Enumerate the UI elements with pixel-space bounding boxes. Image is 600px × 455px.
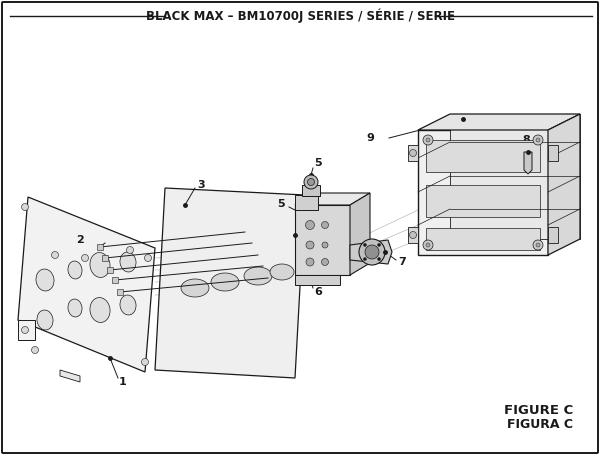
Ellipse shape	[68, 299, 82, 317]
Text: FIGURA C: FIGURA C	[507, 418, 573, 430]
Polygon shape	[60, 370, 80, 382]
Circle shape	[533, 240, 543, 250]
Polygon shape	[302, 185, 320, 196]
Text: 8: 8	[522, 135, 530, 145]
Polygon shape	[155, 188, 305, 378]
Circle shape	[533, 135, 543, 145]
Bar	[426, 185, 540, 217]
Polygon shape	[18, 197, 155, 372]
Bar	[418, 130, 548, 255]
Circle shape	[32, 347, 38, 354]
Ellipse shape	[37, 310, 53, 330]
Circle shape	[322, 258, 329, 266]
Circle shape	[377, 258, 380, 261]
Bar	[426, 140, 540, 172]
Polygon shape	[295, 193, 370, 205]
Circle shape	[322, 222, 329, 228]
Polygon shape	[548, 114, 580, 255]
Circle shape	[426, 243, 430, 247]
Polygon shape	[524, 152, 532, 174]
Circle shape	[82, 254, 89, 262]
Circle shape	[145, 254, 151, 262]
Polygon shape	[408, 145, 418, 161]
Circle shape	[306, 258, 314, 266]
Bar	[450, 114, 580, 239]
Circle shape	[409, 150, 416, 157]
Bar	[112, 277, 118, 283]
Text: 3: 3	[197, 180, 205, 190]
Text: 5: 5	[314, 158, 322, 168]
Circle shape	[142, 359, 149, 365]
Text: 1: 1	[119, 377, 127, 387]
Ellipse shape	[120, 252, 136, 272]
Circle shape	[364, 258, 367, 261]
Circle shape	[305, 221, 314, 229]
Ellipse shape	[68, 261, 82, 279]
Polygon shape	[350, 193, 370, 275]
Bar	[102, 255, 108, 261]
Text: 2: 2	[76, 235, 84, 245]
Circle shape	[365, 245, 379, 259]
Circle shape	[364, 243, 367, 247]
Circle shape	[306, 241, 314, 249]
Circle shape	[359, 239, 385, 265]
Circle shape	[536, 243, 540, 247]
Polygon shape	[295, 205, 350, 275]
Text: BLACK MAX – BM10700J SERIES / SÉRIE / SERIE: BLACK MAX – BM10700J SERIES / SÉRIE / SE…	[146, 9, 455, 23]
Circle shape	[304, 175, 318, 189]
Circle shape	[409, 232, 416, 238]
Circle shape	[22, 203, 29, 211]
Ellipse shape	[181, 279, 209, 297]
Text: FIGURE C: FIGURE C	[504, 404, 573, 416]
Ellipse shape	[90, 298, 110, 323]
Ellipse shape	[120, 295, 136, 315]
Polygon shape	[295, 195, 318, 210]
Ellipse shape	[244, 267, 272, 285]
Circle shape	[322, 242, 328, 248]
Circle shape	[423, 240, 433, 250]
Polygon shape	[350, 240, 392, 264]
Text: 4: 4	[308, 221, 316, 231]
Text: 5: 5	[277, 199, 285, 209]
Polygon shape	[18, 320, 35, 340]
Circle shape	[377, 243, 380, 247]
Circle shape	[22, 327, 29, 334]
Ellipse shape	[36, 269, 54, 291]
Polygon shape	[408, 227, 418, 243]
Circle shape	[127, 247, 133, 253]
Ellipse shape	[90, 253, 110, 278]
Bar	[107, 267, 113, 273]
Text: 6: 6	[314, 287, 322, 297]
Ellipse shape	[211, 273, 239, 291]
Circle shape	[308, 178, 314, 186]
Text: 7: 7	[398, 257, 406, 267]
Ellipse shape	[270, 264, 294, 280]
Circle shape	[536, 138, 540, 142]
Polygon shape	[548, 145, 558, 161]
Circle shape	[52, 252, 59, 258]
Polygon shape	[418, 114, 580, 130]
Polygon shape	[295, 275, 340, 285]
Polygon shape	[548, 227, 558, 243]
Bar	[117, 289, 123, 295]
Bar	[426, 228, 540, 250]
Circle shape	[423, 135, 433, 145]
Text: 9: 9	[366, 133, 374, 143]
Circle shape	[426, 138, 430, 142]
Bar	[97, 244, 103, 250]
